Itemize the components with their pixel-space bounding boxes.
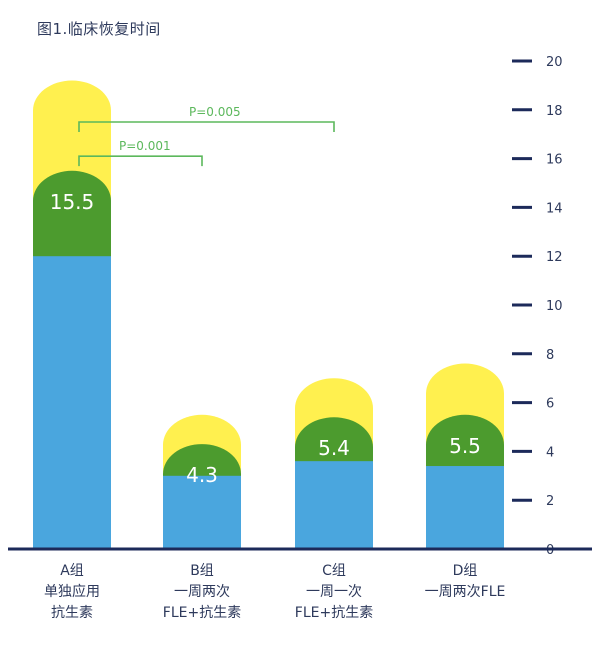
category-label: A组单独应用抗生素 xyxy=(44,563,100,621)
category-label-line: FLE+抗生素 xyxy=(295,605,373,621)
y-tick-label: 2 xyxy=(546,494,554,509)
category-label-line: C组 xyxy=(322,563,346,579)
category-label-line: 一周两次 xyxy=(174,584,230,600)
data-label: 5.4 xyxy=(318,436,350,460)
y-tick-label: 16 xyxy=(546,153,563,168)
category-label-line: 一周两次FLE xyxy=(425,584,506,600)
category-label-line: 一周一次 xyxy=(306,584,362,600)
significance-bracket xyxy=(78,121,335,132)
p-value-label: P=0.001 xyxy=(119,139,171,153)
y-tick-label: 12 xyxy=(546,250,563,265)
category-label-line: FLE+抗生素 xyxy=(163,605,241,621)
data-label: 15.5 xyxy=(50,190,95,214)
p-value-label: P=0.005 xyxy=(189,105,241,119)
category-label: C组一周一次 FLE+抗生素 xyxy=(295,563,373,621)
y-axis: 02468101214161820 xyxy=(512,55,563,558)
bar-segment xyxy=(33,256,111,549)
bar-segment xyxy=(426,466,504,549)
category-label: D组一周两次FLE xyxy=(425,563,506,600)
data-label: 4.3 xyxy=(186,463,218,487)
y-tick-label: 20 xyxy=(546,55,563,70)
y-tick-label: 10 xyxy=(546,299,563,314)
y-tick-label: 6 xyxy=(546,397,554,412)
chart-title: 图1.临床恢复时间 xyxy=(37,20,161,38)
y-tick-label: 4 xyxy=(546,445,554,460)
category-labels: A组单独应用抗生素 B组一周两次 FLE+抗生素 C组一周一次 FLE+抗生素 D组一周两… xyxy=(44,563,505,621)
bar-segment xyxy=(163,475,241,549)
y-tick-label: 18 xyxy=(546,104,563,119)
significance-bracket xyxy=(78,155,203,167)
category-label-line: 抗生素 xyxy=(51,605,93,621)
category-label-line: D组 xyxy=(453,563,478,579)
category-label: B组一周两次 FLE+抗生素 xyxy=(163,563,241,621)
annotations-layer: P=0.005 P=0.001 xyxy=(78,105,335,167)
y-tick-label: 14 xyxy=(546,201,563,216)
bars-layer: 15.5 4.3 5.4 5.5 xyxy=(33,80,504,550)
bar-segment xyxy=(295,461,373,549)
y-tick-label: 8 xyxy=(546,348,554,363)
category-label-line: A组 xyxy=(60,563,84,579)
data-label: 5.5 xyxy=(449,434,481,458)
category-label-line: 单独应用 xyxy=(44,583,100,600)
category-label-line: B组 xyxy=(190,563,214,579)
